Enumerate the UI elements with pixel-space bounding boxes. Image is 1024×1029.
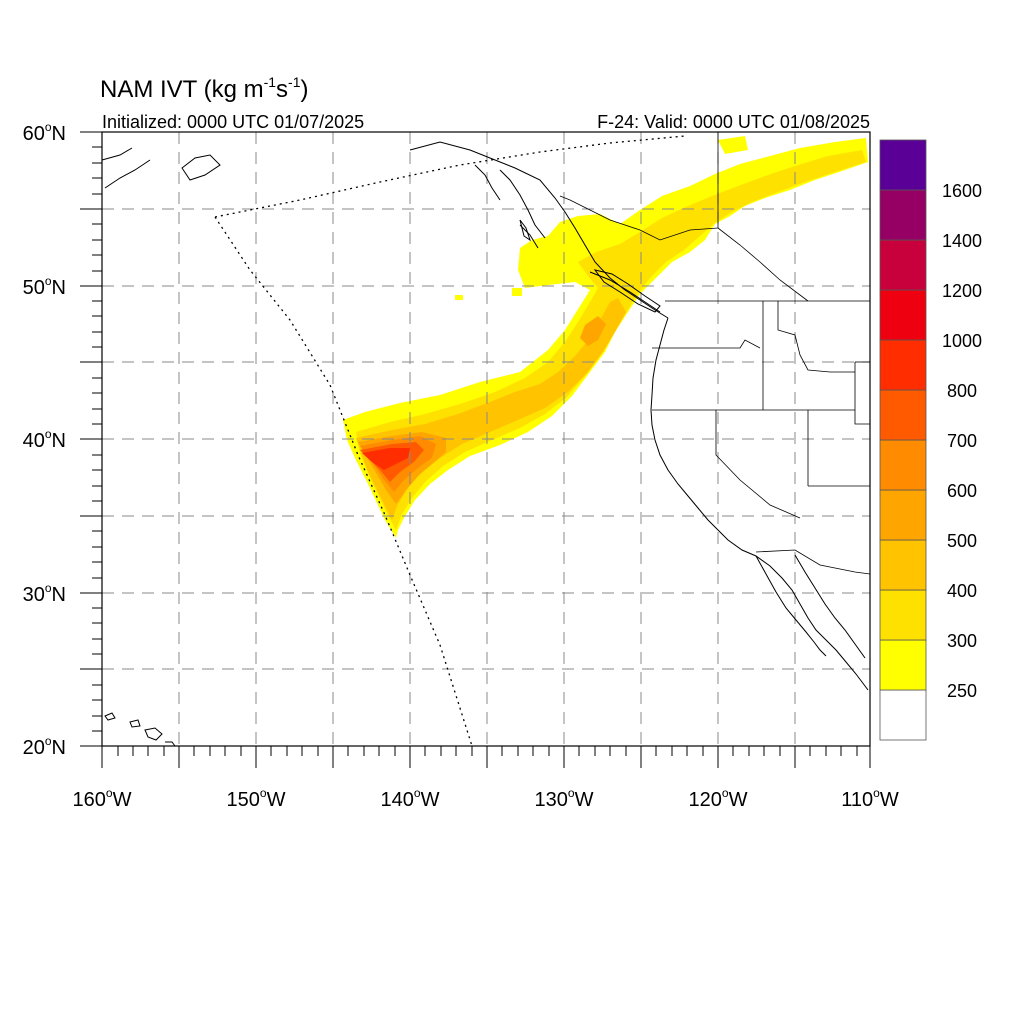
colorbar-label: 300 [947, 631, 977, 651]
x-axis-labels: 160oW 150oW 140oW 130oW 120oW 110oW [73, 786, 899, 811]
ivt-fleck-3 [718, 136, 748, 154]
valid-label: F-24: Valid: 0000 UTC 01/08/2025 [597, 112, 870, 132]
y-tick-label: 30oN [23, 581, 66, 606]
x-tick-label: 160oW [73, 786, 132, 811]
colorbar-label: 500 [947, 531, 977, 551]
colorbar-label: 1400 [942, 231, 982, 251]
political-borders [559, 132, 871, 575]
map-title: NAM IVT (kg m-1s-1) [100, 74, 308, 103]
ivt-band-300 [356, 150, 866, 530]
colorbar-swatch [879, 689, 927, 741]
colorbar-swatch [879, 639, 927, 691]
colorbar-label: 800 [947, 381, 977, 401]
x-tick-label: 130oW [535, 786, 594, 811]
y-axis-labels: 60oN 50oN 40oN 30oN 20oN [23, 120, 66, 759]
coastlines [101, 141, 869, 747]
ivt-band-500b [580, 316, 606, 346]
colorbar-swatch [879, 139, 927, 191]
x-tick-label: 110oW [841, 786, 899, 811]
colorbar-swatch [879, 389, 927, 441]
colorbar-swatch [879, 539, 927, 591]
model-domain-boundary [214, 135, 686, 747]
colorbar: 250 300 400 500 600 700 800 1000 1200 1400 1600 [879, 139, 982, 741]
y-tick-label: 40oN [23, 427, 66, 452]
ivt-band-800 [362, 448, 410, 470]
x-tick-label: 150oW [227, 786, 286, 811]
x-tick-label: 120oW [689, 786, 748, 811]
colorbar-swatch [879, 189, 927, 241]
colorbar-swatch [879, 439, 927, 491]
colorbar-label: 250 [947, 681, 977, 701]
colorbar-swatch [879, 489, 927, 541]
colorbar-label: 400 [947, 581, 977, 601]
colorbar-swatch [879, 289, 927, 341]
ivt-shading [343, 136, 868, 538]
colorbar-label: 1600 [942, 181, 982, 201]
y-tick-label: 50oN [23, 274, 66, 299]
ivt-fleck-2 [512, 288, 522, 296]
ivt-fleck-1 [455, 295, 463, 300]
y-tick-label: 60oN [23, 120, 66, 145]
colorbar-label: 700 [947, 431, 977, 451]
graticule [102, 132, 870, 746]
axis-ticks [80, 131, 871, 768]
map-plot-area: 60oN 50oN 40oN 30oN 20oN 160oW 150oW 140… [23, 120, 899, 811]
colorbar-label: 600 [947, 481, 977, 501]
colorbar-label: 1200 [942, 281, 982, 301]
colorbar-label: 1000 [942, 331, 982, 351]
colorbar-swatch [879, 239, 927, 291]
initialized-label: Initialized: 0000 UTC 01/07/2025 [102, 112, 364, 132]
colorbar-swatch [879, 589, 927, 641]
y-tick-label: 20oN [23, 734, 66, 759]
x-tick-label: 140oW [381, 786, 440, 811]
colorbar-swatch [879, 339, 927, 391]
